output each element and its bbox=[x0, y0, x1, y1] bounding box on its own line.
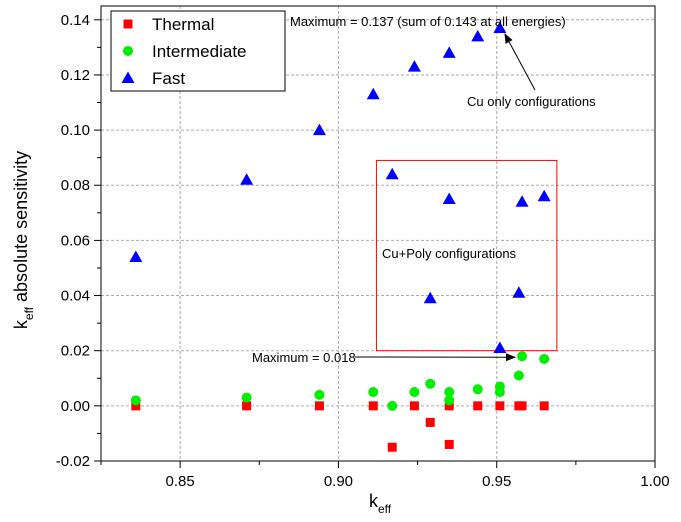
fast-point bbox=[537, 189, 551, 202]
annotation-cu-only-arrow bbox=[504, 33, 536, 91]
intermediate-point bbox=[517, 351, 528, 362]
y-tick-label: 0.12 bbox=[61, 67, 90, 84]
thermal-point bbox=[473, 401, 483, 411]
legend-label: Fast bbox=[152, 69, 185, 88]
annotation-cu-poly: Cu+Poly configurations bbox=[382, 246, 517, 261]
fast-point bbox=[471, 29, 485, 42]
thermal-point bbox=[444, 401, 454, 411]
thermal-point bbox=[242, 401, 252, 411]
fast-point bbox=[515, 195, 529, 207]
thermal-point bbox=[131, 401, 141, 411]
annotation-maximum-fast: Maximum = 0.137 (sum of 0.143 at all ene… bbox=[290, 14, 566, 29]
x-tick-label: 0.85 bbox=[166, 473, 195, 490]
intermediate-point bbox=[539, 353, 550, 364]
legend-label: Thermal bbox=[152, 15, 214, 34]
annotation-maximum-intermediate: Maximum = 0.018 bbox=[252, 350, 356, 365]
x-tick-label: 0.90 bbox=[324, 473, 353, 490]
legend-triangle-icon bbox=[121, 71, 135, 83]
y-tick-label: 0.06 bbox=[61, 232, 90, 249]
series-thermal bbox=[131, 401, 549, 452]
intermediate-point bbox=[444, 387, 455, 398]
thermal-point bbox=[444, 439, 454, 449]
fast-point bbox=[240, 173, 254, 185]
annotation-cu-only: Cu only configurations bbox=[467, 94, 596, 109]
legend-item-thermal: Thermal bbox=[123, 15, 214, 34]
fast-point bbox=[129, 250, 143, 262]
legend-square-icon bbox=[123, 19, 133, 29]
fast-point bbox=[385, 167, 399, 180]
x-axis-label: keff bbox=[369, 491, 392, 516]
x-tick-label: 0.95 bbox=[482, 473, 511, 490]
thermal-point bbox=[539, 401, 549, 411]
y-tick-label: 0.02 bbox=[61, 343, 90, 360]
axis-ticks: 0.85 0.90 0.95 1.00 -0.02 0.00 0.02 0.04 0.06 0.0… bbox=[56, 12, 670, 490]
y-tick-label: 0.10 bbox=[61, 122, 90, 139]
fast-point bbox=[312, 123, 326, 136]
fast-point bbox=[442, 46, 456, 58]
thermal-point bbox=[425, 417, 435, 427]
fast-point bbox=[512, 286, 526, 298]
annotations: Maximum = 0.137 (sum of 0.143 at all ene… bbox=[252, 14, 596, 365]
plot-frame bbox=[100, 5, 656, 462]
y-axis-label: keff absolute sensitivity bbox=[11, 151, 36, 329]
intermediate-point bbox=[513, 370, 524, 381]
intermediate-point bbox=[409, 387, 420, 398]
y-tick-label: 0.08 bbox=[61, 177, 90, 194]
thermal-point bbox=[314, 401, 324, 411]
intermediate-point bbox=[425, 378, 436, 389]
fast-point bbox=[442, 192, 456, 205]
intermediate-point bbox=[387, 400, 398, 411]
thermal-point bbox=[409, 401, 419, 411]
highlight-box-layer bbox=[375, 159, 558, 352]
intermediate-point bbox=[130, 395, 141, 406]
fast-point bbox=[366, 87, 380, 100]
series-fast bbox=[129, 21, 551, 353]
intermediate-point bbox=[241, 392, 252, 403]
series-intermediate bbox=[130, 351, 550, 411]
x-tick-label: 1.00 bbox=[640, 473, 669, 490]
intermediate-point bbox=[444, 395, 455, 406]
fast-point bbox=[493, 21, 507, 34]
fast-point bbox=[423, 291, 437, 304]
y-tick-label: 0.00 bbox=[61, 398, 90, 415]
thermal-point bbox=[387, 442, 397, 452]
y-tick-label: 0.14 bbox=[61, 12, 90, 29]
legend-item-intermediate: Intermediate bbox=[123, 42, 247, 61]
y-tick-label: 0.04 bbox=[61, 288, 90, 305]
intermediate-point bbox=[472, 384, 483, 395]
fast-point bbox=[493, 341, 507, 353]
intermediate-point bbox=[494, 381, 505, 392]
legend-item-fast: Fast bbox=[121, 69, 185, 88]
thermal-point bbox=[517, 401, 527, 411]
data-points bbox=[129, 21, 551, 452]
y-tick-label: -0.02 bbox=[56, 453, 90, 470]
intermediate-point bbox=[368, 387, 379, 398]
thermal-point bbox=[368, 401, 378, 411]
intermediate-point bbox=[314, 389, 325, 400]
legend-label: Intermediate bbox=[152, 42, 247, 61]
cu-poly-highlight-box bbox=[375, 159, 558, 352]
thermal-point bbox=[495, 401, 505, 411]
legend-circle-icon bbox=[123, 46, 133, 56]
legend-box bbox=[110, 10, 286, 92]
legend: Thermal Intermediate Fast bbox=[110, 10, 286, 92]
fast-point bbox=[407, 60, 421, 72]
